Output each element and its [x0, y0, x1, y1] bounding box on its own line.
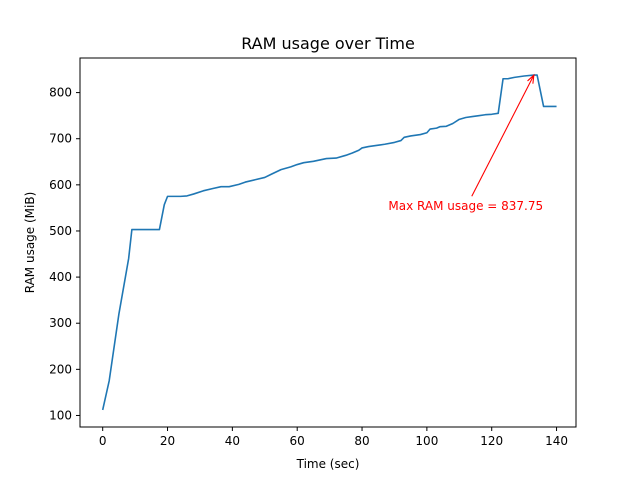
series-layer	[101, 74, 557, 411]
x-tick-label: 80	[354, 434, 369, 448]
y-tick-label: 100	[49, 408, 72, 422]
series-line-ram-usage	[101, 74, 557, 411]
x-tick-label: 0	[99, 434, 107, 448]
y-tick-label: 500	[49, 224, 72, 238]
x-tick-label: 100	[415, 434, 438, 448]
y-tick-label: 300	[49, 316, 72, 330]
x-tick-label: 40	[225, 434, 240, 448]
y-axis-ticks: 100 200 300 400 500 600 700 800	[49, 86, 80, 422]
x-tick-label: 120	[480, 434, 503, 448]
x-axis-ticks: 0 20 40 60 80 100 120 140	[99, 427, 568, 448]
plot-area-frame	[79, 57, 577, 428]
y-tick-label: 200	[49, 362, 72, 376]
x-tick-label: 140	[545, 434, 568, 448]
y-axis-label: RAM usage (MiB)	[23, 192, 37, 294]
x-axis-label: Time (sec)	[296, 457, 360, 471]
x-tick-label: 60	[290, 434, 305, 448]
annotation-arrow-head	[527, 73, 535, 84]
annotation-layer: Max RAM usage = 837.75	[388, 73, 543, 213]
annotation-max-ram-label: Max RAM usage = 837.75	[388, 199, 543, 213]
chart-title: RAM usage over Time	[241, 34, 415, 53]
y-tick-label: 800	[49, 86, 72, 100]
y-tick-label: 400	[49, 270, 72, 284]
annotation-arrow-line	[471, 74, 535, 197]
y-tick-label: 600	[49, 178, 72, 192]
x-tick-label: 20	[160, 434, 175, 448]
y-tick-label: 700	[49, 132, 72, 146]
